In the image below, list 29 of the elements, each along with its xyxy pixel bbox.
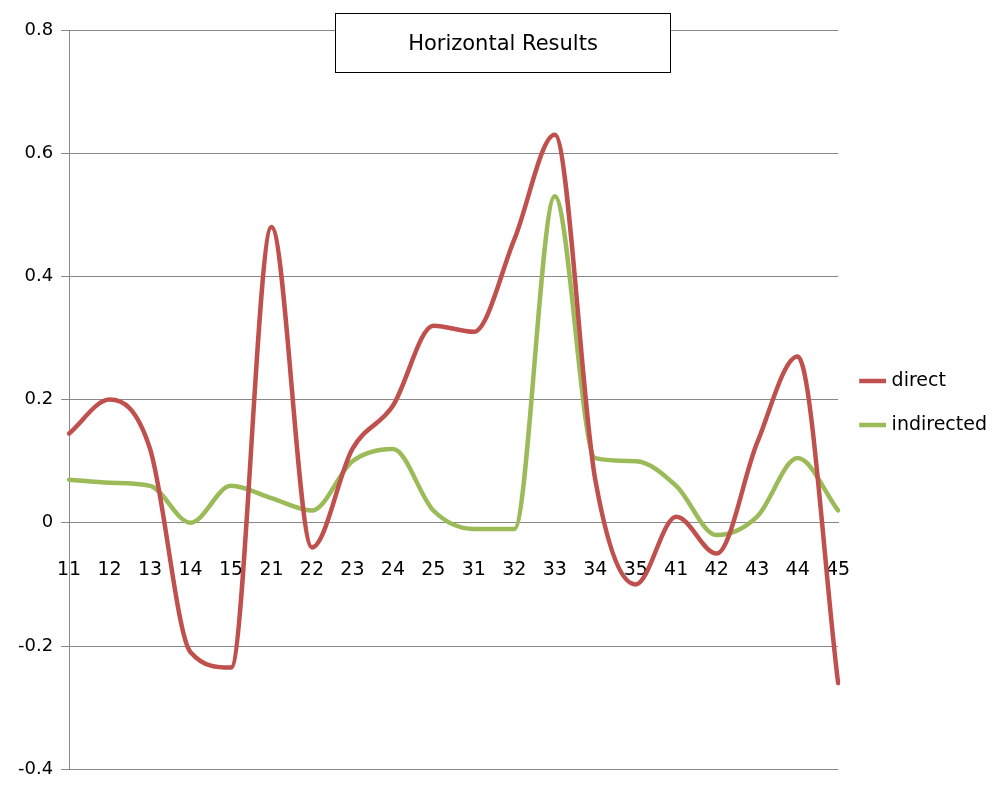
x-tick-label: 21 — [259, 557, 284, 580]
y-tick-label: -0.4 — [18, 756, 54, 778]
x-tick-label: 44 — [785, 557, 810, 580]
x-tick-label: 13 — [137, 557, 163, 580]
legend-label: direct — [891, 367, 946, 390]
y-tick-label: -0.2 — [18, 633, 54, 655]
x-tick-label: 15 — [218, 557, 244, 580]
x-tick-label: 31 — [461, 557, 486, 580]
x-tick-label: 41 — [664, 557, 689, 580]
legend-label: indirected — [891, 411, 987, 434]
x-tick-label: 34 — [583, 557, 608, 580]
y-tick-label: 0.8 — [24, 17, 54, 39]
x-tick-label: 11 — [57, 557, 82, 580]
x-tick-label: 24 — [380, 557, 405, 580]
x-tick-label: 12 — [97, 557, 122, 580]
y-tick-label: 0 — [41, 510, 54, 532]
y-tick-label: 0.4 — [24, 264, 54, 286]
x-tick-label: 32 — [502, 557, 527, 580]
x-tick-label: 25 — [421, 557, 446, 580]
x-tick-label: 43 — [745, 557, 770, 580]
x-tick-label: 14 — [178, 557, 203, 580]
x-tick-label: 22 — [299, 557, 325, 580]
x-tick-label: 33 — [542, 557, 567, 580]
y-tick-label: 0.6 — [24, 140, 54, 162]
x-tick-label: 42 — [704, 557, 729, 580]
x-tick-label: 23 — [340, 557, 365, 580]
x-tick-label: 35 — [623, 557, 648, 580]
y-tick-label: 0.2 — [24, 387, 54, 409]
x-tick-label: 45 — [826, 557, 851, 580]
